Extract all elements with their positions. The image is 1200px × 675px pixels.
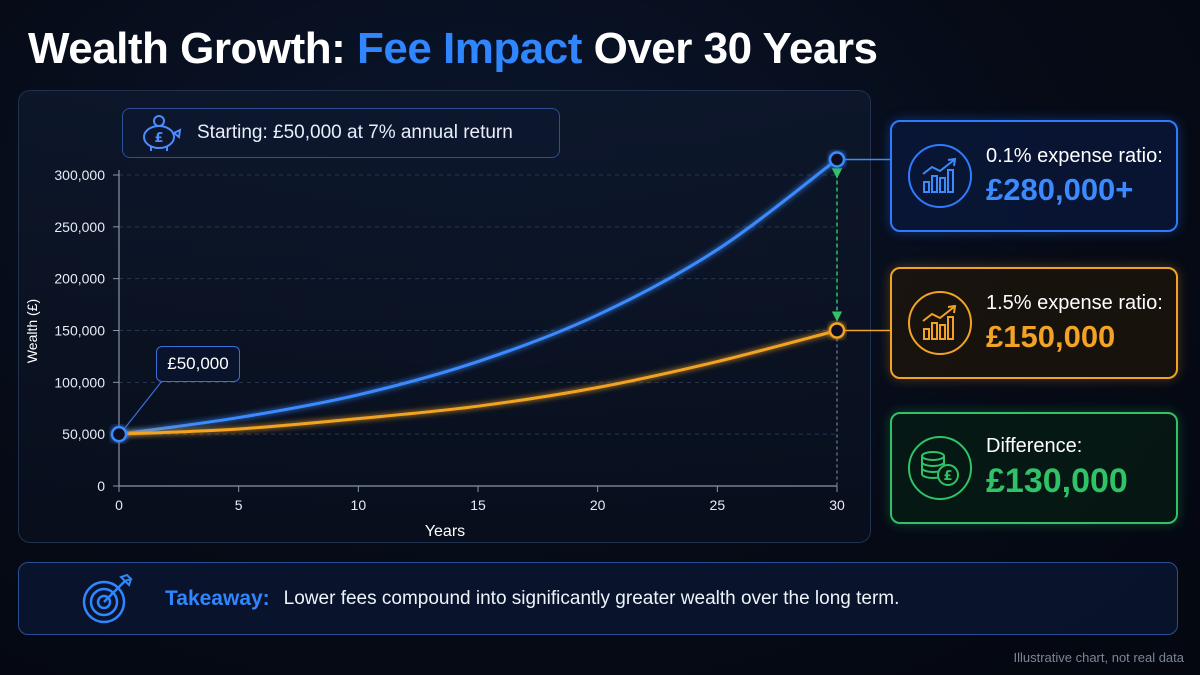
y-axis-label: Wealth (£) <box>24 299 40 363</box>
footnote: Illustrative chart, not real data <box>1013 650 1184 665</box>
x-tick-label: 20 <box>590 497 606 513</box>
starting-info-box: £ Starting: £50,000 at 7% annual return <box>122 108 560 158</box>
x-tick-label: 10 <box>351 497 367 513</box>
piggy-bank-pound-icon: £ <box>143 115 182 151</box>
difference-label: Difference: <box>986 435 1083 457</box>
y-tick-label: 100,000 <box>54 374 105 390</box>
end-point-high-fee <box>828 322 846 339</box>
svg-text:£: £ <box>943 469 952 484</box>
takeaway-banner: Takeaway: Lower fees compound into signi… <box>18 562 1178 635</box>
x-tick-label: 5 <box>235 497 243 513</box>
y-tick-label: 0 <box>97 478 105 494</box>
x-tick-label: 15 <box>470 497 486 513</box>
chart-growth-icon <box>908 144 972 208</box>
x-tick-label: 25 <box>710 497 726 513</box>
takeaway-text: Lower fees compound into significantly g… <box>283 587 900 609</box>
y-tick-label: 200,000 <box>54 271 105 287</box>
high-fee-card: 1.5% expense ratio: £150,000 <box>890 267 1178 379</box>
high-fee-label: 1.5% expense ratio: <box>986 291 1163 314</box>
y-tick-label: 250,000 <box>54 219 105 235</box>
target-icon <box>82 573 133 623</box>
takeaway-label: Takeaway: <box>165 586 270 610</box>
chart-panel <box>18 90 871 543</box>
end-point-low-fee <box>828 151 846 168</box>
start-callout-line <box>123 380 163 430</box>
low-fee-value: £280,000+ <box>986 171 1134 207</box>
low-fee-card: 0.1% expense ratio: £280,000+ <box>890 120 1178 232</box>
high-fee-value: £150,000 <box>986 318 1116 354</box>
difference-card: £ Difference: £130,000 <box>890 412 1178 524</box>
svg-text:£: £ <box>154 131 163 146</box>
difference-value: £130,000 <box>986 462 1128 500</box>
start-value-label: £50,000 <box>156 346 240 382</box>
series-line-low-fee <box>118 158 838 436</box>
x-tick-label: 30 <box>829 497 845 513</box>
title-part-1: Wealth Growth: <box>28 24 358 73</box>
series-line-high-fee <box>118 329 838 436</box>
x-tick-label: 0 <box>115 497 123 513</box>
y-tick-label: 300,000 <box>54 167 105 183</box>
title-part-2: Over 30 Years <box>581 24 878 73</box>
y-tick-label: 150,000 <box>54 323 105 339</box>
title-accent: Fee Impact <box>357 24 582 73</box>
y-tick-label: 50,000 <box>62 426 105 442</box>
chart-growth-icon <box>908 291 972 355</box>
low-fee-label: 0.1% expense ratio: <box>986 144 1163 167</box>
starting-info-text: Starting: £50,000 at 7% annual return <box>197 122 513 143</box>
x-axis-label: Years <box>425 523 465 540</box>
page-title: Wealth Growth: Fee Impact Over 30 Years <box>28 24 878 74</box>
coins-pound-icon: £ <box>908 436 972 500</box>
start-point <box>110 425 128 443</box>
